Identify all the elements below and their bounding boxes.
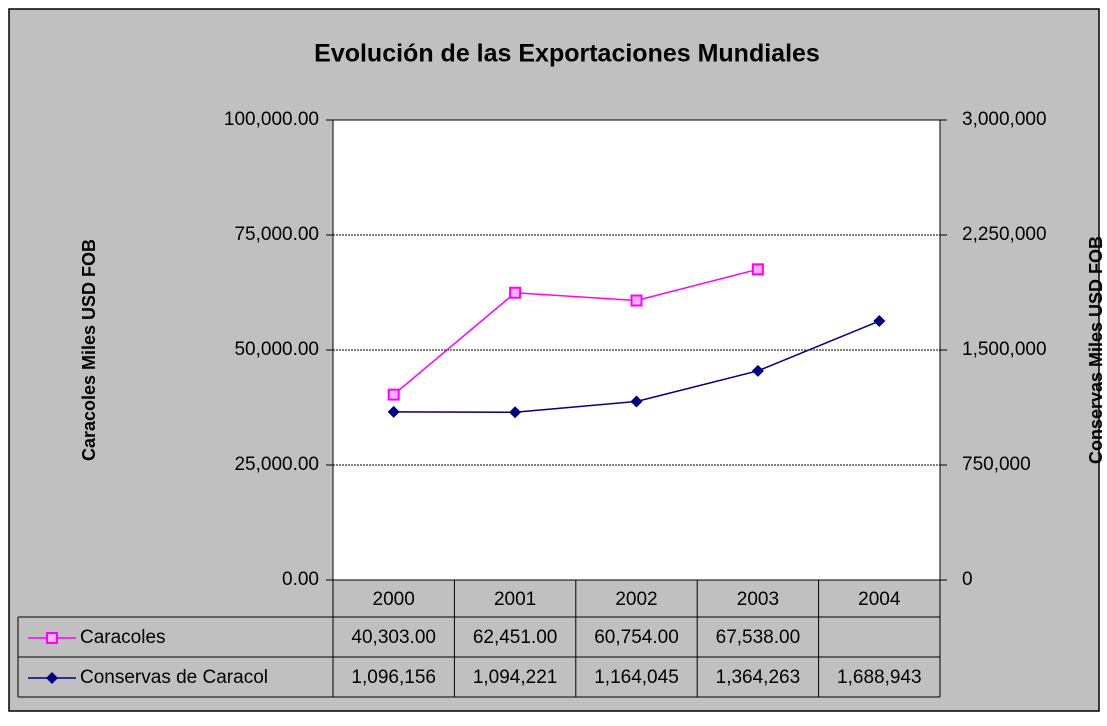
series-marker (630, 294, 643, 307)
legend-marker (46, 672, 58, 684)
y2-tick-label: 750,000 (962, 454, 1031, 475)
legend-label: Caracoles (80, 627, 166, 648)
series-marker (387, 388, 400, 401)
y-tick-label: 75,000.00 (234, 224, 319, 245)
table-value: 1,688,943 (837, 667, 922, 688)
x-tick-label: 2002 (615, 589, 657, 610)
x-tick-label: 2001 (494, 589, 536, 610)
table-value: 1,164,045 (594, 667, 679, 688)
x-tick-label: 2004 (858, 589, 901, 610)
y2-tick-label: 2,250,000 (962, 224, 1047, 245)
table-value: 1,096,156 (351, 667, 436, 688)
series-line (393, 268, 759, 396)
chart-title: Evolución de las Exportaciones Mundiales (314, 40, 820, 68)
y-tick-label: 100,000.00 (224, 109, 319, 130)
series-marker (873, 315, 886, 328)
x-tick-label: 2003 (737, 589, 779, 610)
table-value: 1,364,263 (716, 667, 801, 688)
series-marker (509, 406, 522, 419)
series-marker (630, 395, 643, 408)
series-marker (509, 286, 522, 299)
table-value: 40,303.00 (351, 627, 436, 648)
y-axis-label: Caracoles Miles USD FOB (79, 239, 99, 461)
plot-border (332, 119, 941, 581)
x-tick-label: 2000 (373, 589, 415, 610)
table-value: 62,451.00 (473, 627, 558, 648)
y-tick-label: 25,000.00 (234, 454, 319, 475)
legend-marker (46, 632, 58, 644)
table-value: 67,538.00 (716, 627, 801, 648)
y2-tick-label: 3,000,000 (962, 109, 1047, 130)
legend-label: Conservas de Caracol (80, 667, 268, 688)
series-marker (387, 405, 400, 418)
y2-tick-label: 1,500,000 (962, 339, 1047, 360)
series-marker (751, 364, 764, 377)
y-tick-label: 50,000.00 (234, 339, 319, 360)
series-marker (751, 263, 764, 276)
table-value: 1,094,221 (473, 667, 558, 688)
y2-axis-label: Conservas Miles USD FOB (1086, 236, 1106, 464)
y-tick-label: 0.00 (282, 569, 319, 590)
table-value: 60,754.00 (594, 627, 679, 648)
y2-tick-label: 0 (962, 569, 973, 590)
